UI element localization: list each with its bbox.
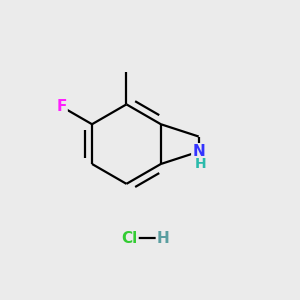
Text: H: H [194,157,206,171]
Text: N: N [192,144,205,159]
Text: F: F [56,99,67,114]
Text: Cl: Cl [121,231,137,246]
Text: H: H [157,231,169,246]
